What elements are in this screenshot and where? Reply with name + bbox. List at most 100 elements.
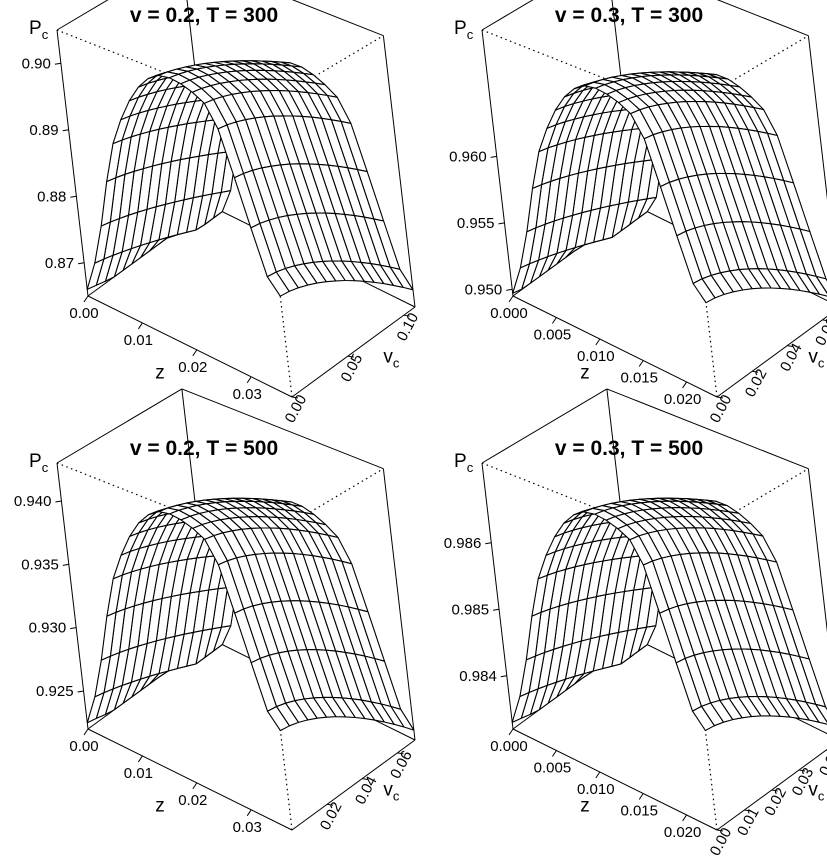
- x-tick-mark: [508, 728, 514, 736]
- x-tick-mark: [246, 809, 252, 817]
- x-tick-mark: [551, 317, 557, 324]
- z-tick-label: 0.985: [452, 601, 490, 618]
- z-tick-mark: [485, 542, 492, 545]
- y-tick-label: 0.04: [777, 341, 806, 375]
- y-tick-mark: [771, 789, 778, 792]
- box-edge-front-bottom: [87, 295, 293, 398]
- x-tick-label: 0.015: [620, 802, 658, 819]
- y-tick-mark: [362, 778, 369, 781]
- x-tick-mark: [638, 360, 644, 367]
- box-edge-right-bottom: [291, 306, 416, 398]
- x-tick-mark: [508, 295, 514, 303]
- y-tick-mark: [716, 396, 724, 399]
- surface-panel-2: v = 0.3, T = 300 0.950 0.955 0.960 0.000 0.00…: [449, 0, 827, 426]
- z-tick-label: 0.955: [457, 215, 495, 232]
- x-axis-label: z: [155, 795, 165, 816]
- z-axis-label: Pc: [454, 451, 474, 475]
- x-tick-label: 0.010: [577, 781, 615, 798]
- z-tick-label: 0.984: [459, 668, 497, 685]
- z-tick-mark: [77, 690, 84, 693]
- z-tick-label: 0.930: [29, 620, 67, 637]
- z-tick-mark: [70, 627, 77, 630]
- box-edge-right-back: [807, 35, 827, 200]
- y-tick-label: 0.06: [387, 748, 416, 782]
- y-axis-label: vc: [808, 347, 825, 371]
- box-edge-back-top: [181, 388, 384, 470]
- z-tick-label: 0.89: [29, 122, 58, 139]
- y-tick-label: 0.04: [352, 774, 381, 808]
- z-tick-mark: [54, 62, 61, 65]
- y-tick-label: 0.01: [734, 805, 763, 839]
- y-tick-mark: [291, 396, 299, 399]
- x-tick-mark: [192, 782, 198, 790]
- x-tick-label: 0.000: [490, 305, 528, 322]
- z-axis-label: Pc: [29, 451, 49, 475]
- y-tick-label: 0.00: [707, 392, 736, 426]
- box-edge-left-top: [56, 388, 183, 464]
- box-edge-left-top: [56, 0, 109, 31]
- x-tick-mark: [137, 755, 143, 763]
- z-tick-mark: [498, 222, 505, 225]
- x-tick-mark: [595, 338, 601, 346]
- box-edge-right-top: [683, 468, 809, 544]
- x-tick-label: 0.005: [534, 759, 572, 776]
- z-tick-mark: [500, 675, 507, 678]
- x-tick-label: 0.020: [664, 824, 702, 841]
- box-edge-left: [481, 29, 514, 297]
- x-tick-label: 0.015: [620, 369, 658, 386]
- y-tick-label: 0.00: [282, 392, 311, 426]
- z-tick-label: 0.986: [444, 535, 482, 552]
- z-tick-mark: [62, 129, 69, 132]
- box-edge-right-back: [807, 468, 827, 633]
- x-axis-label: z: [580, 362, 590, 383]
- z-axis-label: Pc: [29, 18, 49, 42]
- y-tick-label: 0.02: [317, 799, 346, 833]
- surface-facet: [266, 271, 290, 297]
- y-tick-mark: [716, 829, 724, 832]
- x-tick-label: 0.020: [664, 391, 702, 408]
- y-tick-label: 0.05: [338, 351, 367, 385]
- x-tick-label: 0.01: [124, 765, 153, 782]
- box-edge-back-top: [291, 0, 384, 37]
- box-edge-front-bottom: [512, 295, 718, 398]
- y-tick-mark: [822, 319, 827, 322]
- surface-mesh: [512, 71, 827, 304]
- box-edge-right-bottom: [291, 739, 416, 831]
- surface-facet: [692, 278, 716, 304]
- z-tick-label: 0.940: [14, 493, 52, 510]
- x-tick-label: 0.000: [490, 738, 528, 755]
- box-edge-left: [56, 462, 89, 730]
- y-axis-label: vc: [383, 347, 400, 371]
- y-tick-label: 0.00: [707, 825, 736, 859]
- z-tick-mark: [78, 262, 85, 265]
- z-tick-label: 0.950: [465, 281, 503, 298]
- y-tick-mark: [347, 355, 354, 358]
- surface-facet: [266, 706, 290, 732]
- box-edge-right-bottom: [716, 315, 827, 398]
- box-edge-left: [56, 29, 89, 297]
- z-tick-mark: [62, 563, 69, 566]
- z-tick-label: 0.935: [21, 556, 59, 573]
- y-axis-label: vc: [383, 780, 400, 804]
- z-tick-mark: [55, 500, 62, 503]
- x-tick-mark: [246, 376, 252, 384]
- box-edge-right-back: [382, 468, 416, 741]
- x-tick-mark: [682, 381, 688, 389]
- z-tick-label: 0.90: [22, 55, 51, 72]
- x-tick-label: 0.00: [69, 738, 98, 755]
- surface-panel-4: v = 0.3, T = 500 0.984 0.985 0.986 0.000 0.00…: [444, 388, 827, 859]
- box-edge-right-top: [258, 35, 384, 111]
- x-tick-label: 0.02: [178, 359, 207, 376]
- x-tick-mark: [137, 322, 143, 330]
- y-tick-label: 0.02: [742, 366, 771, 400]
- x-tick-mark: [83, 728, 89, 736]
- x-tick-mark: [551, 750, 557, 757]
- box-edge-back-top: [606, 388, 809, 470]
- box-edge-right-top: [683, 35, 809, 111]
- panel-title: v = 0.2, T = 300: [130, 4, 278, 27]
- z-axis-label: Pc: [454, 18, 474, 42]
- y-axis-label: vc: [808, 780, 825, 804]
- panel-title: v = 0.2, T = 500: [130, 437, 278, 460]
- x-tick-label: 0.03: [233, 819, 262, 836]
